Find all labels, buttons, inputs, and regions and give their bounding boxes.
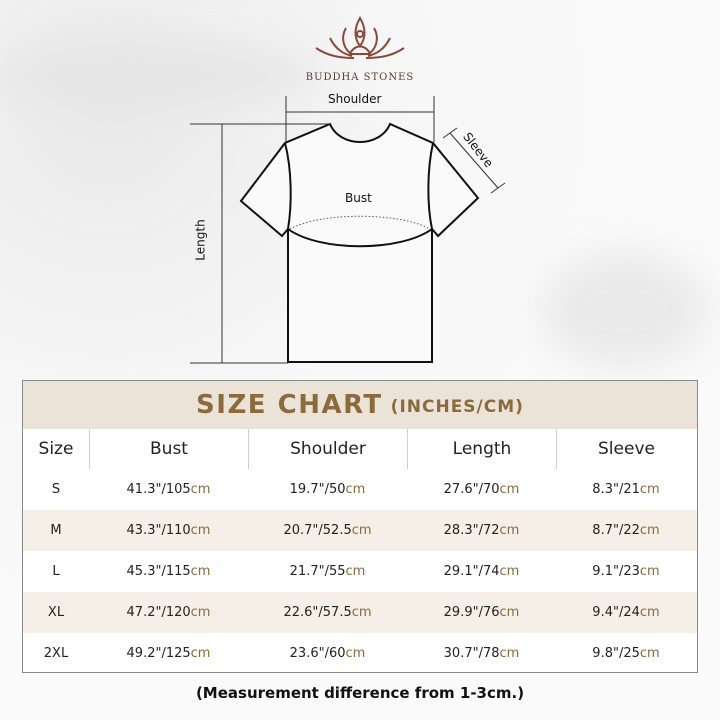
inch-value: 29.1"/74	[443, 564, 500, 579]
inch-value: 22.6"/57.5	[283, 605, 352, 620]
inch-value: 9.4"/24	[592, 605, 640, 620]
size-chart-title: SIZE CHART (INCHES/CM)	[23, 381, 697, 429]
header-row: Size Bust Shoulder Length Sleeve	[23, 429, 697, 469]
value-cell: 20.7"/52.5 cm	[248, 510, 407, 551]
value-cell: 21.7"/55 cm	[248, 551, 407, 592]
table-row: S 41.3"/105 cm 19.7"/50 cm 27.6"/70 cm 8.3"/21 c…	[23, 469, 697, 510]
cm-unit: cm	[345, 564, 366, 579]
inch-value: 41.3"/105	[126, 482, 191, 497]
value-cell: 8.7"/22 cm	[556, 510, 696, 551]
cm-unit: cm	[639, 605, 660, 620]
cm-unit: cm	[639, 646, 660, 661]
value-cell: 28.3"/72 cm	[407, 510, 556, 551]
brand-name: BUDDHA STONES	[305, 72, 415, 83]
cm-unit: cm	[351, 605, 372, 620]
value-cell: 41.3"/105 cm	[89, 469, 248, 510]
cm-unit: cm	[499, 646, 520, 661]
table-row: M 43.3"/110 cm 20.7"/52.5 cm 28.3"/72 cm 8.7"/2…	[23, 510, 697, 551]
value-cell: 29.1"/74 cm	[407, 551, 556, 592]
bust-label: Bust	[345, 191, 372, 205]
inch-value: 19.7"/50	[289, 482, 346, 497]
size-chart-table: SIZE CHART (INCHES/CM) Size Bust Shoulde…	[22, 380, 698, 673]
inch-value: 43.3"/110	[126, 523, 191, 538]
cm-unit: cm	[190, 564, 211, 579]
cm-unit: cm	[345, 646, 366, 661]
value-cell: 49.2"/125 cm	[89, 633, 248, 674]
value-cell: 29.9"/76 cm	[407, 592, 556, 633]
size-cell: M	[50, 523, 62, 538]
cm-unit: cm	[639, 564, 660, 579]
value-cell: 9.1"/23 cm	[556, 551, 696, 592]
cm-unit: cm	[190, 523, 211, 538]
inch-value: 45.3"/115	[126, 564, 191, 579]
table-row: 2XL 49.2"/125 cm 23.6"/60 cm 30.7"/78 cm 9.8"/2…	[23, 633, 697, 674]
value-cell: 45.3"/115 cm	[89, 551, 248, 592]
value-cell: 23.6"/60 cm	[248, 633, 407, 674]
cm-unit: cm	[190, 605, 211, 620]
header-shoulder: Shoulder	[248, 429, 407, 469]
value-cell: 47.2"/120 cm	[89, 592, 248, 633]
units-text: (INCHES/CM)	[390, 397, 524, 417]
value-cell: 43.3"/110 cm	[89, 510, 248, 551]
cm-unit: cm	[190, 646, 211, 661]
inch-value: 49.2"/125	[126, 646, 191, 661]
value-cell: 22.6"/57.5 cm	[248, 592, 407, 633]
lotus-meditation-icon	[315, 16, 405, 59]
brand-logo: BUDDHA STONES	[300, 14, 420, 83]
inch-value: 27.6"/70	[443, 482, 500, 497]
background-mist	[540, 250, 710, 370]
size-cell: S	[51, 482, 61, 497]
cm-unit: cm	[639, 482, 660, 497]
cm-unit: cm	[639, 523, 660, 538]
value-cell: 9.8"/25 cm	[556, 633, 696, 674]
inch-value: 21.7"/55	[289, 564, 346, 579]
size-cell: 2XL	[43, 646, 69, 661]
length-label: Length	[193, 219, 208, 261]
title-text: SIZE CHART	[196, 390, 383, 420]
cm-unit: cm	[499, 564, 520, 579]
cm-unit: cm	[499, 605, 520, 620]
background-mist	[0, 40, 320, 110]
header-size: Size	[38, 439, 74, 459]
inch-value: 30.7"/78	[443, 646, 500, 661]
cm-unit: cm	[345, 482, 366, 497]
inch-value: 47.2"/120	[126, 605, 191, 620]
size-cell: XL	[47, 605, 65, 620]
tshirt-diagram	[190, 96, 506, 364]
cm-unit: cm	[499, 523, 520, 538]
value-cell: 30.7"/78 cm	[407, 633, 556, 674]
inch-value: 8.3"/21	[592, 482, 640, 497]
cm-unit: cm	[190, 482, 211, 497]
inch-value: 23.6"/60	[289, 646, 346, 661]
table-body: S 41.3"/105 cm 19.7"/50 cm 27.6"/70 cm 8.3"/21 c…	[23, 469, 697, 674]
inch-value: 29.9"/76	[443, 605, 500, 620]
header-length: Length	[407, 429, 556, 469]
size-cell: L	[52, 564, 60, 579]
value-cell: 27.6"/70 cm	[407, 469, 556, 510]
inch-value: 20.7"/52.5	[283, 523, 352, 538]
inch-value: 9.1"/23	[592, 564, 640, 579]
header-bust: Bust	[89, 429, 248, 469]
inch-value: 9.8"/25	[592, 646, 640, 661]
shoulder-label: Shoulder	[328, 92, 382, 106]
measurement-note: (Measurement difference from 1-3cm.)	[195, 684, 525, 702]
inch-value: 28.3"/72	[443, 523, 500, 538]
cm-unit: cm	[499, 482, 520, 497]
header-sleeve: Sleeve	[556, 429, 696, 469]
table-row: XL 47.2"/120 cm 22.6"/57.5 cm 29.9"/76 cm 9.4"/…	[23, 592, 697, 633]
value-cell: 9.4"/24 cm	[556, 592, 696, 633]
value-cell: 19.7"/50 cm	[248, 469, 407, 510]
table-row: L 45.3"/115 cm 21.7"/55 cm 29.1"/74 cm 9.1"/23 c…	[23, 551, 697, 592]
value-cell: 8.3"/21 cm	[556, 469, 696, 510]
cm-unit: cm	[351, 523, 372, 538]
inch-value: 8.7"/22	[592, 523, 640, 538]
